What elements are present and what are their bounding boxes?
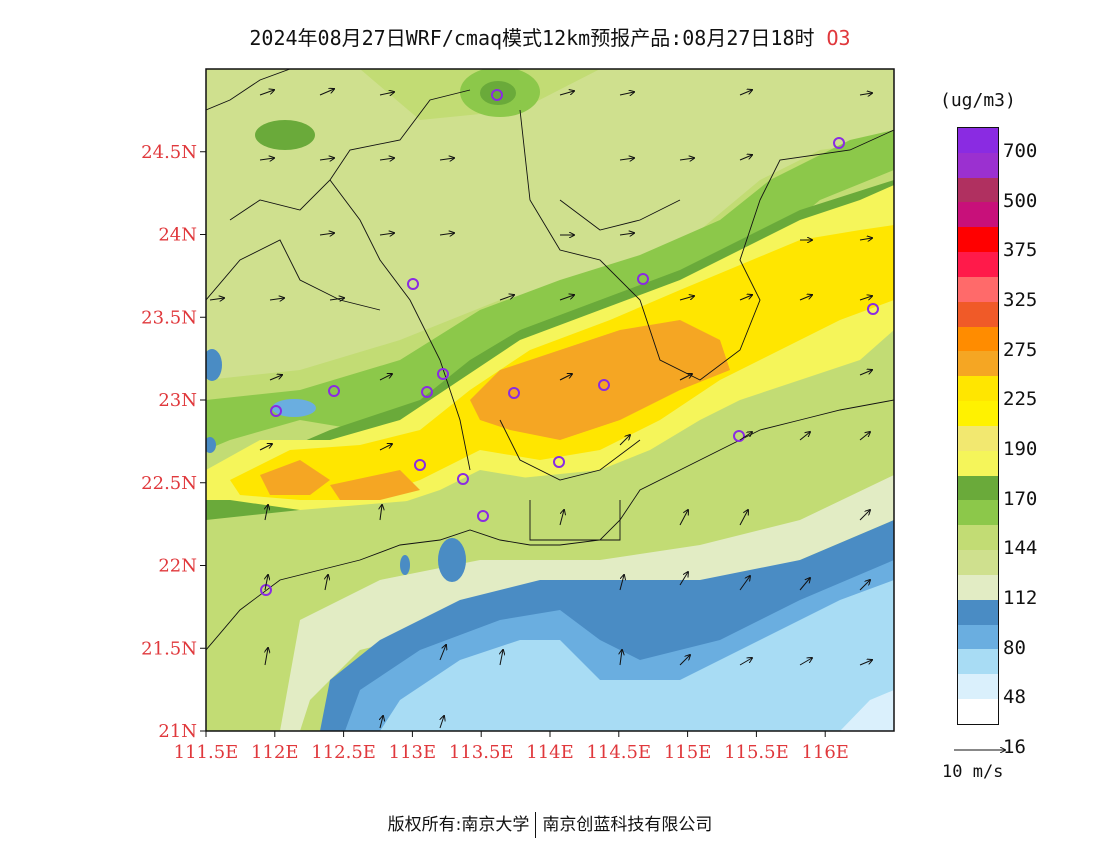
y-tick-label: 21N	[158, 721, 197, 742]
x-tick-label: 112E	[251, 742, 299, 763]
colorbar-swatch	[958, 649, 998, 675]
x-tick-label: 111.5E	[174, 742, 239, 763]
colorbar-label: 275	[1003, 338, 1038, 361]
y-tick-label: 21.5N	[141, 638, 197, 659]
colorbar-swatch	[958, 699, 998, 724]
y-tick-label: 22N	[158, 556, 197, 577]
footer-separator	[535, 812, 537, 838]
colorbar-label: 112	[1003, 586, 1038, 609]
x-tick-label: 113.5E	[449, 742, 514, 763]
colorbar-swatch	[958, 227, 998, 253]
colorbar-label: 144	[1003, 537, 1038, 560]
colorbar-swatch	[958, 351, 998, 377]
colorbar-swatch	[958, 152, 998, 178]
y-axis: 24.5N 24N 23.5N 23N 22.5N 22N 21.5N 21N	[141, 142, 206, 742]
colorbar-swatch	[958, 674, 998, 700]
y-tick-label: 23N	[158, 390, 197, 411]
x-tick-label: 115.5E	[724, 742, 789, 763]
y-tick-label: 23.5N	[141, 307, 197, 328]
colorbar-label: 80	[1003, 636, 1026, 659]
footer-right: 南京创蓝科技有限公司	[542, 815, 713, 835]
colorbar-swatch	[958, 624, 998, 650]
colorbar-unit: (ug/m3)	[940, 90, 1016, 111]
footer: 版权所有:南京大学 南京创蓝科技有限公司	[0, 810, 1100, 838]
colorbar-swatch	[958, 301, 998, 327]
colorbar-swatch	[958, 202, 998, 228]
wind-vectors	[209, 89, 872, 729]
x-tick-label: 115E	[664, 742, 712, 763]
colorbar-label: 375	[1003, 239, 1038, 262]
colorbar-swatch	[958, 475, 998, 501]
x-tick-label: 116E	[801, 742, 849, 763]
colorbar-swatch	[958, 574, 998, 600]
x-tick-label: 112.5E	[311, 742, 376, 763]
colorbar-swatch	[958, 450, 998, 476]
y-tick-label: 24.5N	[141, 142, 197, 163]
vector-scale-label: 10 m/s	[942, 762, 1004, 782]
colorbar-label: 48	[1003, 686, 1026, 709]
colorbar-label: 190	[1003, 437, 1038, 460]
colorbar-swatch	[958, 177, 998, 203]
title-species: O3	[826, 26, 851, 50]
title-main: 2024年08月27日WRF/cmaq模式12km预报产品:08月27日18时	[249, 26, 815, 50]
colorbar-label: 500	[1003, 189, 1038, 212]
colorbar-swatch	[958, 550, 998, 575]
monitoring-stations	[260, 89, 879, 596]
x-axis: 111.5E 112E 112.5E 113E 113.5E 114E 114.5E 115E…	[174, 731, 849, 763]
x-tick-label: 113E	[389, 742, 437, 763]
x-tick-label: 114E	[526, 742, 574, 763]
colorbar-swatch	[958, 276, 998, 302]
y-tick-label: 24N	[158, 225, 197, 246]
chart-title: 2024年08月27日WRF/cmaq模式12km预报产品:08月27日18时 O…	[0, 22, 1100, 51]
footer-left: 版权所有:南京大学	[387, 815, 530, 835]
colorbar-swatch	[958, 425, 998, 451]
colorbar-label: 170	[1003, 487, 1038, 510]
colorbar-label: 16	[1003, 735, 1026, 758]
colorbar-swatch	[958, 326, 998, 352]
colorbar-swatch	[958, 252, 998, 277]
y-tick-label: 22.5N	[141, 473, 197, 494]
colorbar-swatch	[958, 525, 998, 551]
colorbar-label: 225	[1003, 388, 1038, 411]
colorbar-label: 700	[1003, 139, 1038, 162]
colorbar-swatch	[958, 128, 998, 153]
x-tick-label: 114.5E	[586, 742, 651, 763]
colorbar	[957, 127, 999, 725]
colorbar-swatch	[958, 401, 998, 426]
colorbar-swatch	[958, 376, 998, 402]
concentration-field	[206, 69, 894, 731]
colorbar-label: 325	[1003, 288, 1038, 311]
colorbar-swatch	[958, 599, 998, 625]
colorbar-swatch	[958, 500, 998, 526]
